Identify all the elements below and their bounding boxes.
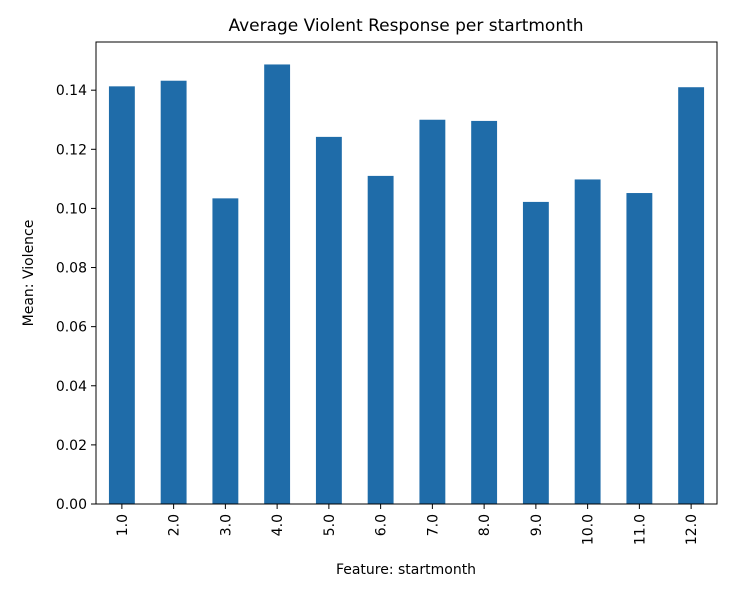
x-axis-label: Feature: startmonth bbox=[336, 562, 476, 578]
y-tick-label: 0.06 bbox=[56, 320, 87, 336]
x-tick-label: 4.0 bbox=[270, 514, 286, 536]
x-tick-label: 5.0 bbox=[322, 514, 338, 536]
bar-5.0 bbox=[315, 136, 342, 504]
x-tick-label: 3.0 bbox=[218, 514, 234, 536]
chart-title: Average Violent Response per startmonth bbox=[228, 16, 583, 36]
bar-4.0 bbox=[264, 64, 291, 505]
bar-11.0 bbox=[626, 193, 653, 505]
bar-8.0 bbox=[471, 120, 498, 505]
plot-frame bbox=[95, 41, 718, 505]
y-tick-label: 0.04 bbox=[56, 379, 87, 395]
y-axis-label: Mean: Violence bbox=[21, 220, 37, 327]
y-tick-label: 0.10 bbox=[56, 201, 87, 217]
y-tick-label: 0.00 bbox=[56, 497, 87, 513]
x-tick-label: 6.0 bbox=[374, 514, 390, 536]
y-tick-label: 0.08 bbox=[56, 261, 87, 277]
bar-12.0 bbox=[678, 87, 705, 504]
bars-group bbox=[108, 64, 705, 505]
x-tick-label: 11.0 bbox=[632, 514, 648, 545]
x-tick-label: 8.0 bbox=[477, 514, 493, 536]
x-ticks-group: 1.0 2.0 3.0 4.0 5.0 6.0 7.0 8.0 9.0 10.0 11.0 12.0 bbox=[115, 504, 700, 545]
axes-group bbox=[95, 41, 718, 505]
y-ticks-group: 0.00 0.02 0.04 0.06 0.08 0.10 0.12 0.14 bbox=[56, 83, 96, 513]
x-tick-label: 7.0 bbox=[425, 514, 441, 536]
x-tick-label: 2.0 bbox=[167, 514, 183, 536]
bar-2.0 bbox=[160, 80, 187, 504]
y-tick-label: 0.14 bbox=[56, 83, 87, 99]
bar-6.0 bbox=[367, 175, 394, 504]
bar-10.0 bbox=[574, 179, 601, 504]
x-tick-label: 10.0 bbox=[581, 514, 597, 545]
bar-7.0 bbox=[419, 119, 446, 505]
bar-9.0 bbox=[522, 201, 549, 504]
bar-3.0 bbox=[212, 198, 239, 505]
x-tick-label: 9.0 bbox=[529, 514, 545, 536]
x-tick-label: 12.0 bbox=[684, 514, 700, 545]
x-tick-label: 1.0 bbox=[115, 514, 131, 536]
bar-1.0 bbox=[108, 86, 135, 504]
y-tick-label: 0.02 bbox=[56, 438, 87, 454]
y-tick-label: 0.12 bbox=[56, 142, 87, 158]
